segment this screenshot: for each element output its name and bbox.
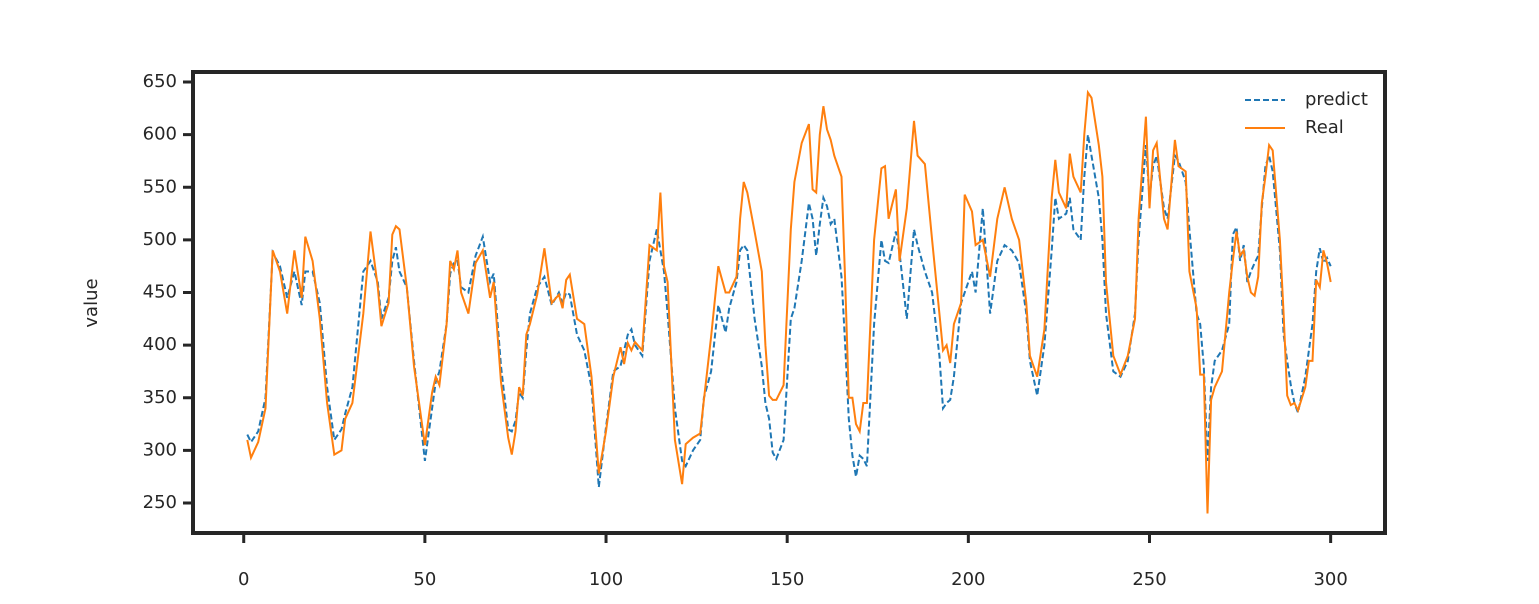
- plot-frame: [191, 70, 1387, 535]
- y-tick-label: 500: [143, 229, 177, 250]
- x-tick-label: 50: [413, 569, 436, 590]
- y-tick-label: 350: [143, 387, 177, 408]
- x-tick-label: 300: [1313, 569, 1347, 590]
- y-tick-label: 600: [143, 124, 177, 145]
- y-axis-label: value: [81, 278, 102, 327]
- y-tick-label: 400: [143, 334, 177, 355]
- y-tick-label: 250: [143, 492, 177, 513]
- legend-label: Real: [1305, 117, 1344, 138]
- y-tick-label: 450: [143, 282, 177, 303]
- y-tick-label: 550: [143, 176, 177, 197]
- x-tick-label: 0: [238, 569, 249, 590]
- y-tick-label: 650: [143, 71, 177, 92]
- x-tick-label: 150: [770, 569, 804, 590]
- x-tick-label: 100: [589, 569, 623, 590]
- x-tick-label: 200: [951, 569, 985, 590]
- y-tick-label: 300: [143, 439, 177, 460]
- x-tick-label: 250: [1132, 569, 1166, 590]
- series-line: [246, 89, 1332, 514]
- legend-label: predict: [1305, 89, 1368, 110]
